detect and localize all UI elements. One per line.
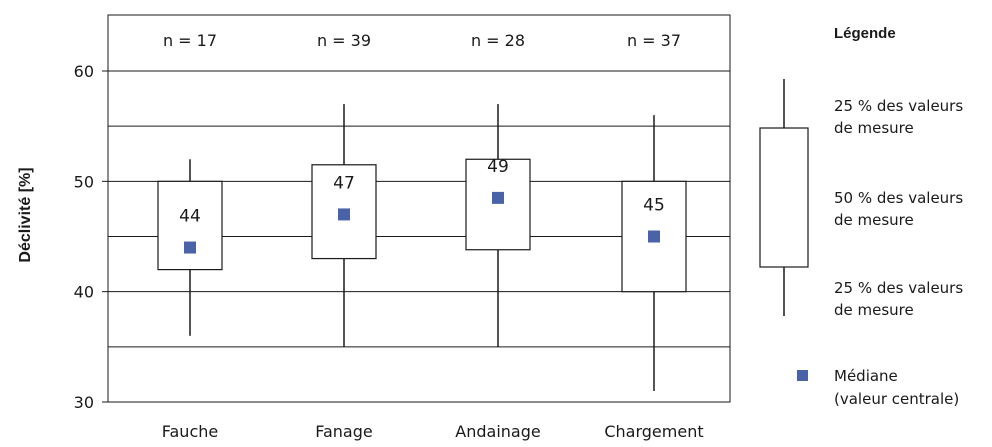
legend-middle-label-line1: 50 % des valeurs [834, 189, 963, 207]
box-body [465, 158, 531, 251]
category-label-1: Fanage [315, 422, 372, 441]
legend-upper-label-line1: 25 % des valeurs [834, 97, 963, 115]
x-axis-categories: Fauche Fanage Andainage Chargement [162, 422, 704, 441]
median-value-label: 45 [643, 196, 665, 216]
sample-size-label-1: n = 39 [317, 31, 371, 50]
sample-size-label-0: n = 17 [163, 31, 217, 50]
median-value-label: 47 [333, 173, 355, 193]
sample-size-labels: n = 17 n = 39 n = 28 n = 37 [163, 31, 681, 50]
legend-lower-label-line2: de mesure [834, 301, 914, 319]
box-body [157, 180, 223, 271]
box-fanage: 47 [311, 104, 377, 347]
sample-size-label-2: n = 28 [471, 31, 525, 50]
legend-median-label-line1: Médiane [834, 367, 898, 385]
median-marker [648, 230, 660, 243]
y-tick-label-1: 40 [74, 283, 94, 302]
median-value-label: 44 [179, 207, 201, 227]
legend: Légende 25 % des valeurs de mesure 50 % … [759, 25, 963, 408]
legend-middle-label-line2: de mesure [834, 211, 914, 229]
legend-median-marker [797, 370, 808, 381]
y-tick-label-2: 50 [74, 172, 94, 191]
box-series: 44 47 49 45 [157, 104, 687, 391]
median-marker [492, 191, 504, 204]
legend-title: Légende [834, 25, 896, 42]
legend-lower-label-line1: 25 % des valeurs [834, 279, 963, 297]
median-marker [338, 208, 350, 221]
legend-median-label-line2: (valeur centrale) [834, 390, 959, 408]
legend-upper-label-line2: de mesure [834, 119, 914, 137]
category-label-0: Fauche [162, 422, 218, 441]
legend-box [759, 127, 809, 268]
y-axis-ticks: 30 40 50 60 [74, 62, 108, 412]
y-axis-label: Déclivité [%] [17, 167, 34, 262]
y-tick-label-3: 60 [74, 62, 94, 81]
y-tick-label-0: 30 [74, 393, 94, 412]
sample-size-label-3: n = 37 [627, 31, 681, 50]
box-andainage: 49 [465, 104, 531, 347]
median-marker [184, 241, 196, 254]
category-label-2: Andainage [455, 422, 540, 441]
box-fauche: 44 [157, 159, 223, 336]
category-label-3: Chargement [604, 422, 703, 441]
plot-area-frame [107, 14, 731, 403]
box-chargement: 45 [621, 115, 687, 391]
median-value-label: 49 [487, 157, 509, 177]
